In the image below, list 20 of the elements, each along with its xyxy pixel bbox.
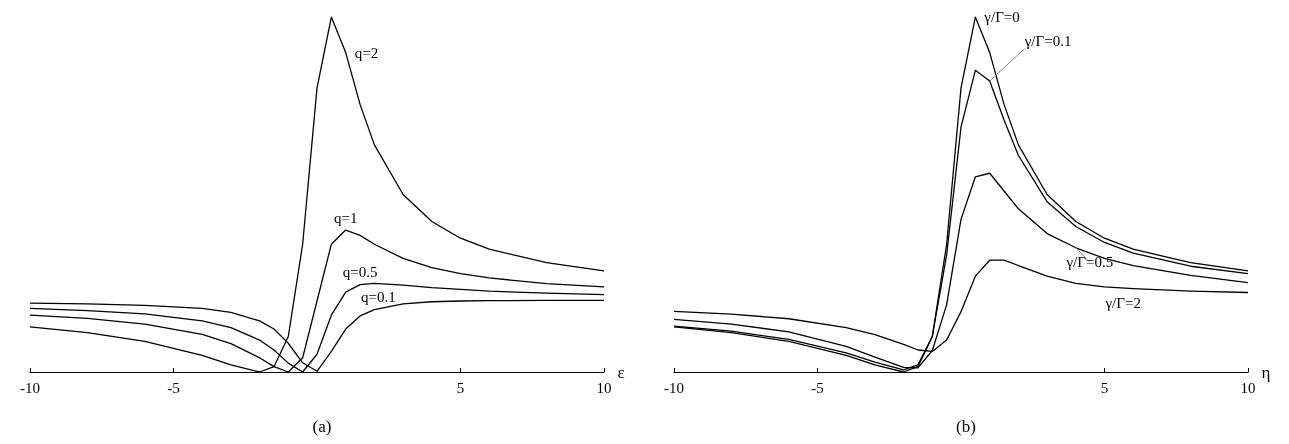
- series-label: q=0.5: [342, 264, 378, 281]
- series-label: γ/Γ=0: [983, 9, 1020, 26]
- x-tick-label: 10: [1240, 379, 1256, 396]
- x-tick-label: 5: [1100, 379, 1109, 396]
- x-tick-label: -5: [811, 379, 824, 396]
- series-label: q=0.1: [361, 289, 396, 306]
- series-label: q=1: [333, 209, 358, 226]
- series-label: γ/Γ=0.5: [1065, 254, 1114, 271]
- x-tick-label: -5: [167, 379, 180, 396]
- series-label: γ/Γ=2: [1104, 295, 1141, 312]
- x-tick-label: 5: [456, 379, 465, 396]
- x-axis-title: ε: [617, 362, 625, 382]
- text: (b): [956, 417, 976, 436]
- x-tick-label: -10: [20, 379, 40, 396]
- text: (a): [312, 417, 332, 436]
- text: γ/Γ=0.1: [1023, 32, 1072, 49]
- x-tick-label: -10: [664, 379, 684, 396]
- x-tick-label: 10: [596, 379, 612, 396]
- x-axis-title: η: [1261, 362, 1271, 382]
- series-label: q=2: [354, 44, 379, 61]
